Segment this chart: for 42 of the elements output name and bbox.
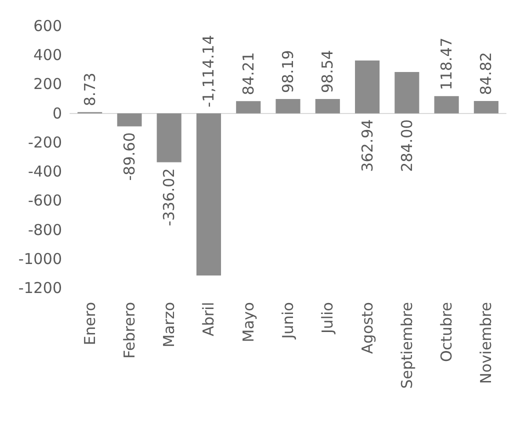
x-tick-label: Junio [279, 302, 297, 340]
x-tick-label: Marzo [160, 302, 178, 348]
y-tick-label: -600 [28, 192, 62, 210]
data-label: 362.94 [358, 119, 376, 172]
x-tick-label: Agosto [358, 302, 376, 354]
bar [354, 60, 380, 114]
data-label: -1,114.14 [200, 35, 218, 108]
y-tick-label: -1000 [18, 250, 62, 268]
data-label: 118.47 [438, 38, 456, 90]
bar [156, 113, 182, 162]
x-tick-label: Noviembre [477, 302, 496, 384]
x-tick-label: Julio [318, 302, 337, 334]
y-tick-label: -1200 [18, 279, 62, 297]
y-tick-label: 0 [52, 104, 62, 122]
data-label: 84.21 [239, 52, 258, 96]
bar [434, 96, 459, 114]
bar [236, 101, 261, 114]
y-tick-label: -800 [28, 220, 62, 239]
x-tick-label: Febrero [120, 302, 138, 359]
y-tick-label: 400 [33, 46, 62, 64]
data-label: 8.73 [80, 72, 99, 106]
bar [117, 113, 142, 126]
bar [474, 100, 498, 114]
x-tick-label: Abril [200, 302, 218, 336]
y-tick-label: -400 [28, 162, 62, 181]
y-tick-label: -200 [28, 133, 62, 152]
data-label: 98.19 [279, 50, 297, 94]
bar [394, 72, 420, 114]
bar [276, 99, 300, 114]
y-tick-label: 600 [33, 17, 62, 35]
data-label: 284.00 [398, 119, 416, 172]
x-tick-label: Enero [80, 302, 99, 346]
data-label: 98.54 [318, 50, 337, 93]
bar [315, 98, 340, 114]
bar [196, 113, 222, 276]
y-tick-label: 200 [33, 75, 62, 94]
x-tick-label: Septiembre [398, 302, 416, 389]
x-tick-label: Octubre [438, 302, 456, 362]
data-label: -89.60 [120, 132, 138, 181]
data-label: -336.02 [160, 168, 178, 226]
x-tick-label: Mayo [239, 302, 258, 342]
data-label: 84.82 [477, 52, 496, 95]
